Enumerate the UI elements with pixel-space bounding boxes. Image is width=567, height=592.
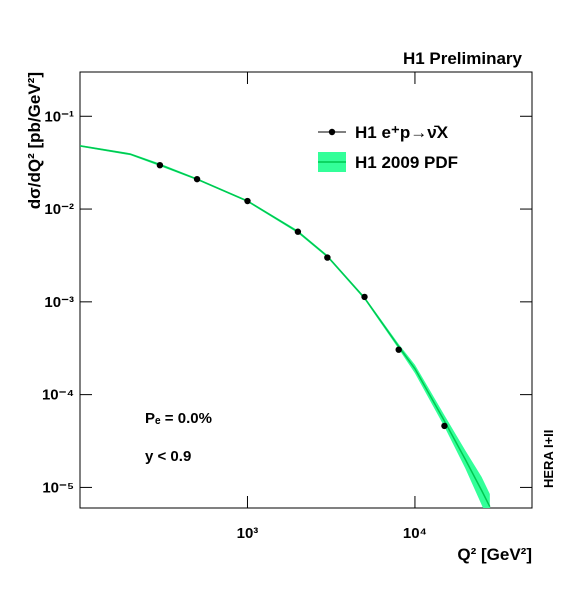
data-point	[193, 175, 201, 183]
data-point	[156, 161, 164, 169]
annotation: Pₑ = 0.0%	[145, 410, 212, 427]
data-point	[294, 228, 302, 235]
plot-frame	[79, 71, 533, 509]
legend-label: H1 2009 PDF	[355, 153, 458, 172]
data-point	[395, 346, 402, 353]
data-point	[441, 422, 448, 430]
legend-swatch	[328, 128, 336, 136]
y-tick-label: 10⁻⁵	[42, 479, 74, 496]
y-axis-label: dσ/dQ² [pb/GeV²]	[25, 72, 44, 209]
pdf-band	[80, 145, 490, 508]
y-tick-label: 10⁻⁴	[42, 387, 74, 404]
chart-title: H1 Preliminary	[403, 49, 523, 68]
y-tick-label: 10⁻²	[44, 201, 74, 218]
x-axis-label: Q² [GeV²]	[457, 545, 532, 564]
plot-area	[80, 145, 491, 508]
data-point	[244, 197, 251, 205]
x-tick-label: 10⁴	[403, 525, 427, 542]
data-point	[324, 254, 331, 261]
annotation: y < 0.9	[145, 448, 191, 465]
x-tick-label: 10³	[237, 525, 259, 542]
y-tick-label: 10⁻¹	[44, 108, 74, 125]
data-point	[361, 293, 368, 301]
y-tick-label: 10⁻³	[44, 294, 74, 311]
legend-label: H1 e⁺p→ν̄X	[355, 123, 449, 142]
annotation: HERA I+II	[541, 430, 556, 488]
pdf-line	[80, 145, 491, 508]
